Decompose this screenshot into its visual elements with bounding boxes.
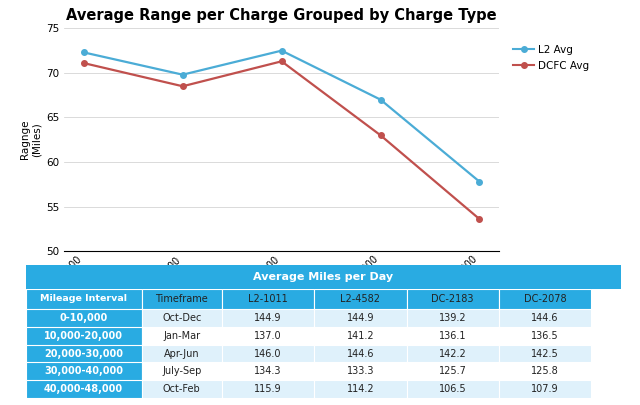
L2 Avg: [377, 97, 385, 102]
Bar: [222, 327, 314, 345]
Bar: [141, 362, 222, 380]
Text: L2-1011: L2-1011: [248, 294, 288, 304]
X-axis label: Mileage Segment: Mileage Segment: [224, 317, 339, 330]
Y-axis label: Ragnge
(Miles): Ragnge (Miles): [20, 120, 42, 160]
Bar: [26, 289, 141, 309]
Text: 144.6: 144.6: [347, 349, 374, 358]
Bar: [406, 327, 499, 345]
Text: Average Miles per Day: Average Miles per Day: [253, 272, 393, 282]
Text: 146.0: 146.0: [254, 349, 282, 358]
Text: 144.6: 144.6: [531, 313, 559, 323]
Bar: [406, 345, 499, 362]
Bar: [141, 327, 222, 345]
Text: Apr-Jun: Apr-Jun: [164, 349, 200, 358]
Text: Oct-Dec: Oct-Dec: [162, 313, 202, 323]
Bar: [141, 289, 222, 309]
Text: 125.8: 125.8: [531, 367, 559, 376]
L2 Avg: [278, 48, 285, 53]
Text: 136.5: 136.5: [531, 331, 559, 341]
Bar: [499, 345, 591, 362]
Text: 142.2: 142.2: [439, 349, 467, 358]
DCFC Avg: [377, 133, 385, 138]
Bar: [26, 345, 141, 362]
Bar: [499, 380, 591, 398]
Text: 144.9: 144.9: [347, 313, 374, 323]
Text: 107.9: 107.9: [531, 384, 559, 394]
Bar: [141, 345, 222, 362]
Text: 144.9: 144.9: [254, 313, 282, 323]
L2 Avg: [179, 72, 186, 77]
Bar: [141, 380, 222, 398]
Text: 139.2: 139.2: [439, 313, 467, 323]
Bar: [499, 289, 591, 309]
Text: DC-2183: DC-2183: [431, 294, 474, 304]
Title: Average Range per Charge Grouped by Charge Type: Average Range per Charge Grouped by Char…: [67, 8, 497, 23]
DCFC Avg: [476, 217, 483, 222]
Bar: [222, 289, 314, 309]
Bar: [406, 362, 499, 380]
Text: DC-2078: DC-2078: [524, 294, 566, 304]
Bar: [314, 380, 406, 398]
Bar: [314, 362, 406, 380]
Text: 134.3: 134.3: [254, 367, 282, 376]
DCFC Avg: [80, 61, 88, 66]
Text: L2-4582: L2-4582: [340, 294, 380, 304]
Text: Jan-Mar: Jan-Mar: [163, 331, 200, 341]
Text: 106.5: 106.5: [439, 384, 467, 394]
Bar: [406, 309, 499, 327]
Bar: [499, 362, 591, 380]
Bar: [406, 380, 499, 398]
L2 Avg: [80, 50, 88, 55]
Bar: [314, 289, 406, 309]
DCFC Avg: [278, 59, 285, 64]
Legend: L2 Avg, DCFC Avg: L2 Avg, DCFC Avg: [513, 45, 589, 71]
Text: 30,000-40,000: 30,000-40,000: [44, 367, 123, 376]
Bar: [26, 362, 141, 380]
Bar: [314, 345, 406, 362]
Bar: [26, 309, 141, 327]
Text: 20,000-30,000: 20,000-30,000: [44, 349, 123, 358]
Bar: [314, 327, 406, 345]
Bar: [141, 309, 222, 327]
Text: 125.7: 125.7: [438, 367, 467, 376]
Text: 137.0: 137.0: [254, 331, 282, 341]
Text: Mileage Interval: Mileage Interval: [40, 294, 127, 303]
Text: 133.3: 133.3: [347, 367, 374, 376]
Text: Timeframe: Timeframe: [156, 294, 208, 304]
Text: 0-10,000: 0-10,000: [60, 313, 108, 323]
Text: 115.9: 115.9: [254, 384, 282, 394]
Bar: [222, 345, 314, 362]
Text: July-Sep: July-Sep: [162, 367, 202, 376]
Bar: [499, 309, 591, 327]
Bar: [222, 362, 314, 380]
Line: L2 Avg: L2 Avg: [81, 48, 482, 184]
Bar: [406, 289, 499, 309]
Text: 136.1: 136.1: [439, 331, 467, 341]
Text: 114.2: 114.2: [347, 384, 374, 394]
Text: 142.5: 142.5: [531, 349, 559, 358]
Bar: [26, 327, 141, 345]
Bar: [222, 309, 314, 327]
Text: Oct-Feb: Oct-Feb: [163, 384, 201, 394]
L2 Avg: [476, 179, 483, 184]
Text: 40,000-48,000: 40,000-48,000: [44, 384, 123, 394]
Line: DCFC Avg: DCFC Avg: [81, 59, 482, 222]
Bar: [26, 380, 141, 398]
Bar: [222, 380, 314, 398]
Bar: [314, 309, 406, 327]
DCFC Avg: [179, 84, 186, 89]
Bar: [499, 327, 591, 345]
Text: 10,000-20,000: 10,000-20,000: [44, 331, 123, 341]
Text: 141.2: 141.2: [347, 331, 374, 341]
